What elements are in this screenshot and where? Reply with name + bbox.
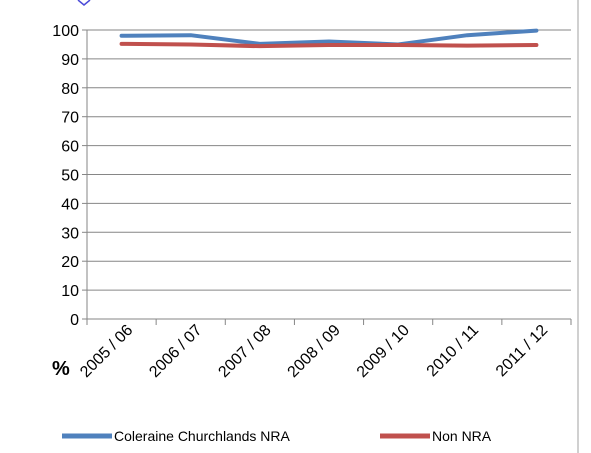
y-tick-label: 60 — [61, 139, 79, 156]
series-lines — [119, 28, 539, 49]
series-line-2 — [119, 41, 539, 49]
y-tick-label: 80 — [61, 81, 79, 98]
legend-label: Coleraine Churchlands NRA — [114, 428, 291, 444]
y-tick-label: 20 — [61, 254, 79, 271]
gridlines — [87, 29, 571, 291]
y-tick-label: 50 — [61, 168, 79, 185]
y-tick-label: 0 — [70, 312, 79, 329]
y-tick-label: 40 — [61, 196, 79, 213]
series-line-1 — [119, 28, 539, 47]
y-tick-label: 30 — [61, 225, 79, 242]
y-tick-labels: 0 10 20 30 40 50 60 70 80 90 100 — [52, 23, 79, 329]
y-tick-label: 100 — [52, 23, 79, 40]
y-axis-label: % — [52, 358, 70, 380]
legend-label: Non NRA — [432, 428, 492, 444]
y-tick-label: 70 — [61, 110, 79, 127]
y-tick-label: 10 — [61, 283, 79, 300]
axes — [82, 29, 572, 325]
legend: Coleraine Churchlands NRA Non NRA — [62, 428, 492, 444]
y-tick-label: 90 — [61, 52, 79, 69]
title-fragment-mark — [77, 0, 91, 6]
